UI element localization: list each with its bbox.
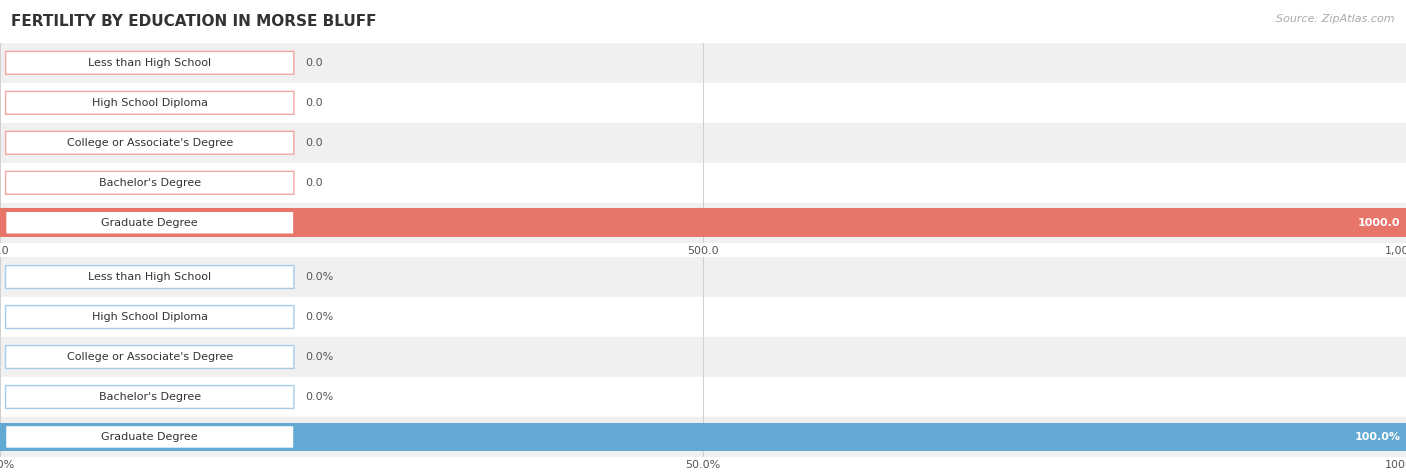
- FancyBboxPatch shape: [6, 91, 294, 114]
- Text: Graduate Degree: Graduate Degree: [101, 432, 198, 442]
- Text: 0.0%: 0.0%: [305, 392, 333, 402]
- Bar: [0, 43, 1406, 83]
- Text: Graduate Degree: Graduate Degree: [101, 218, 198, 228]
- Bar: [0, 337, 1406, 377]
- Text: 0.0: 0.0: [305, 178, 323, 188]
- Bar: [0, 257, 1406, 297]
- Text: 0.0%: 0.0%: [305, 272, 333, 282]
- FancyBboxPatch shape: [6, 306, 294, 328]
- Bar: [0, 417, 1406, 457]
- Text: College or Associate's Degree: College or Associate's Degree: [66, 352, 233, 362]
- FancyBboxPatch shape: [6, 171, 294, 194]
- Text: 0.0%: 0.0%: [305, 352, 333, 362]
- Bar: [0, 377, 1406, 417]
- Text: High School Diploma: High School Diploma: [91, 312, 208, 322]
- Bar: [0, 208, 1406, 237]
- FancyBboxPatch shape: [6, 131, 294, 154]
- Text: 0.0: 0.0: [305, 138, 323, 148]
- FancyBboxPatch shape: [6, 346, 294, 368]
- Text: 0.0%: 0.0%: [305, 312, 333, 322]
- Bar: [0, 203, 1406, 243]
- Text: Less than High School: Less than High School: [89, 58, 211, 68]
- Text: 0.0: 0.0: [305, 98, 323, 108]
- Bar: [0, 83, 1406, 123]
- FancyBboxPatch shape: [6, 211, 294, 234]
- Bar: [0, 297, 1406, 337]
- Bar: [0, 163, 1406, 203]
- Text: Less than High School: Less than High School: [89, 272, 211, 282]
- Text: 0.0: 0.0: [305, 58, 323, 68]
- FancyBboxPatch shape: [6, 426, 294, 448]
- FancyBboxPatch shape: [6, 266, 294, 288]
- Text: Bachelor's Degree: Bachelor's Degree: [98, 178, 201, 188]
- Text: Bachelor's Degree: Bachelor's Degree: [98, 392, 201, 402]
- Text: Source: ZipAtlas.com: Source: ZipAtlas.com: [1277, 14, 1395, 24]
- Bar: [0, 123, 1406, 163]
- FancyBboxPatch shape: [6, 51, 294, 74]
- Bar: [0, 423, 1406, 451]
- Text: College or Associate's Degree: College or Associate's Degree: [66, 138, 233, 148]
- Text: FERTILITY BY EDUCATION IN MORSE BLUFF: FERTILITY BY EDUCATION IN MORSE BLUFF: [11, 14, 377, 30]
- Text: 1000.0: 1000.0: [1358, 218, 1400, 228]
- Text: 100.0%: 100.0%: [1354, 432, 1400, 442]
- Text: High School Diploma: High School Diploma: [91, 98, 208, 108]
- FancyBboxPatch shape: [6, 386, 294, 408]
